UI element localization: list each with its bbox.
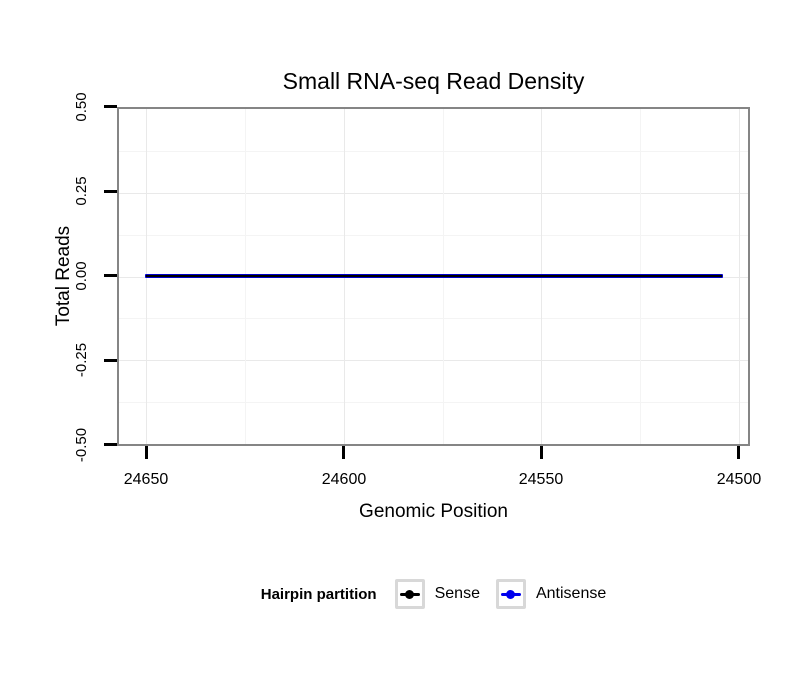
x-tick-label: 24600 [321, 471, 367, 488]
y-tick-label: -0.50 [73, 427, 90, 463]
gridline-y-minor [119, 150, 748, 152]
y-axis-title: Total Reads [53, 225, 74, 327]
x-tick [737, 446, 740, 459]
x-tick [540, 446, 543, 459]
x-tick [145, 446, 148, 459]
legend-key-sense [394, 579, 425, 609]
x-tick-label: 24500 [716, 471, 762, 488]
y-tick [104, 443, 117, 446]
legend-label-antisense: Antisense [535, 585, 607, 602]
x-axis-title: Genomic Position [359, 501, 508, 522]
x-tick-label: 24550 [518, 471, 564, 488]
gridline-y-minor [119, 318, 748, 320]
y-tick-label: 0.25 [73, 176, 90, 206]
sense-line-core [146, 275, 722, 277]
gridline-y-major [119, 192, 748, 194]
y-tick [104, 190, 117, 193]
sense-antisense-zero-line [145, 274, 723, 278]
x-tick-label: 24650 [123, 471, 169, 488]
gridline-x-major [739, 109, 740, 444]
gridline-y-minor [119, 234, 748, 236]
y-tick [104, 359, 117, 362]
x-tick [342, 446, 345, 459]
plot-panel [117, 107, 750, 446]
chart-title: Small RNA-seq Read Density [282, 68, 585, 94]
y-tick [104, 274, 117, 277]
y-tick [104, 105, 117, 108]
sense-point-icon [405, 589, 415, 599]
y-tick-label: -0.25 [73, 342, 90, 378]
gridline-y-minor [119, 402, 748, 404]
legend-title: Hairpin partition [260, 585, 377, 603]
legend-key-antisense [495, 579, 526, 609]
legend: Hairpin partition Sense Antisense [117, 576, 750, 612]
antisense-point-icon [506, 589, 516, 599]
y-tick-label: 0.00 [73, 261, 90, 291]
gridline-y-major [119, 360, 748, 362]
legend-label-sense: Sense [434, 585, 480, 602]
y-tick-label: 0.50 [73, 92, 90, 122]
